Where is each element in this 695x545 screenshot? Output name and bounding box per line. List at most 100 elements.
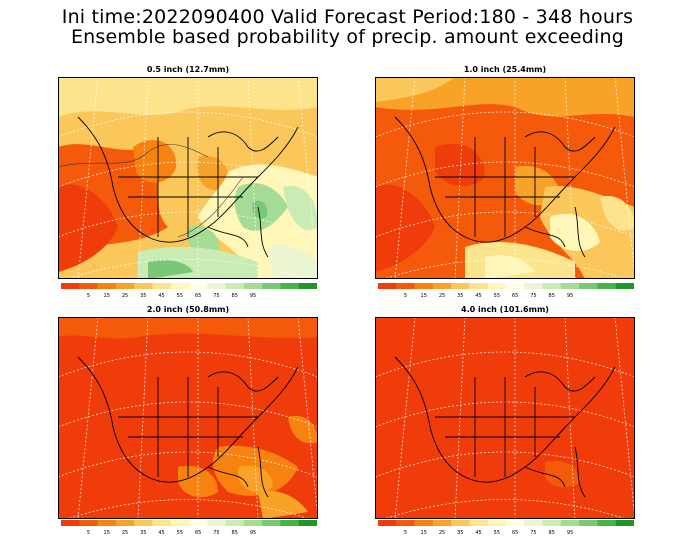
- colorbar-swatch: [170, 283, 190, 289]
- colorbar-swatch: [506, 283, 525, 289]
- colorbar-swatch: [262, 520, 281, 526]
- colorbar-tick-label: 85: [549, 530, 555, 536]
- colorbar-swatch: [79, 283, 98, 289]
- colorbar-tick-label: 45: [158, 293, 164, 299]
- colorbar-tick-label: 75: [530, 293, 536, 299]
- colorbar-swatch: [152, 520, 172, 526]
- colorbar-swatch: [134, 520, 153, 526]
- colorbar-swatch: [524, 283, 543, 289]
- colorbar-swatch: [542, 283, 562, 289]
- colorbar-swatch: [487, 520, 507, 526]
- panel-title: 4.0 inch (101.6mm): [461, 305, 549, 314]
- colorbar-tick-label: 5: [404, 530, 407, 536]
- colorbar-graphic: 5 15 25 35 45 55 65 75 85 95: [378, 283, 634, 299]
- colorbar: 5 15 25 35 45 55 65 75 85 95: [378, 520, 634, 542]
- colorbar-swatch: [524, 520, 543, 526]
- colorbar-tick-label: 85: [232, 293, 238, 299]
- colorbar-swatch: [615, 520, 634, 526]
- colorbar-tick-label: 55: [494, 530, 500, 536]
- title-line-2: Ensemble based probability of precip. am…: [70, 26, 625, 48]
- colorbar-tick-label: 45: [475, 293, 481, 299]
- colorbar-swatch: [378, 520, 397, 526]
- colorbar-tick-label: 35: [140, 530, 146, 536]
- colorbar-swatch: [243, 283, 263, 289]
- colorbar-tick-label: 65: [512, 530, 518, 536]
- colorbar-swatch: [597, 520, 617, 526]
- colorbar-tick-label: 65: [195, 293, 201, 299]
- colorbar-tick-label: 25: [122, 530, 128, 536]
- colorbar-swatch: [189, 283, 208, 289]
- colorbar: 5 15 25 35 45 55 65 75 85 95: [378, 283, 634, 305]
- colorbar-tick-label: 55: [494, 293, 500, 299]
- colorbar-swatch: [61, 283, 80, 289]
- colorbar-swatch: [396, 283, 415, 289]
- colorbar-swatch: [487, 283, 507, 289]
- colorbar-swatch: [414, 283, 434, 289]
- colorbar-swatch: [579, 283, 598, 289]
- colorbar-tick-label: 5: [87, 530, 90, 536]
- colorbar-tick-label: 95: [567, 293, 573, 299]
- colorbar-swatch: [280, 520, 300, 526]
- panel-title: 1.0 inch (25.4mm): [463, 65, 547, 74]
- colorbar-swatch: [469, 520, 489, 526]
- colorbar-tick-label: 5: [87, 293, 90, 299]
- colorbar-swatch: [61, 520, 80, 526]
- colorbar-swatch: [79, 520, 98, 526]
- colorbar-swatch: [560, 520, 580, 526]
- colorbar-tick-label: 35: [457, 530, 463, 536]
- probability-map: [58, 77, 318, 279]
- colorbar-tick-label: 25: [122, 293, 128, 299]
- probability-map: [58, 317, 318, 519]
- colorbar-tick-label: 25: [439, 530, 445, 536]
- colorbar-swatch: [560, 283, 580, 289]
- colorbar-tick-label: 45: [475, 530, 481, 536]
- colorbar-swatch: [451, 520, 470, 526]
- colorbar-swatch: [134, 283, 153, 289]
- colorbar-swatch: [396, 520, 415, 526]
- colorbar-tick-label: 95: [250, 293, 256, 299]
- colorbar-swatch: [615, 283, 634, 289]
- colorbar-swatch: [225, 283, 245, 289]
- colorbar-swatch: [207, 520, 226, 526]
- colorbar: 5 15 25 35 45 55 65 75 85 95: [61, 520, 317, 542]
- colorbar-swatch: [432, 520, 452, 526]
- colorbar-swatch: [451, 283, 470, 289]
- title-line-1: Ini time:2022090400 Valid Forecast Perio…: [61, 6, 634, 28]
- colorbar-swatch: [97, 283, 117, 289]
- colorbar-swatch: [432, 283, 452, 289]
- colorbar-tick-label: 15: [421, 530, 427, 536]
- probability-map: [375, 317, 635, 519]
- colorbar-swatch: [225, 520, 245, 526]
- panel-title: 2.0 inch (50.8mm): [146, 305, 230, 314]
- colorbar-tick-label: 5: [404, 293, 407, 299]
- colorbar-swatch: [280, 283, 300, 289]
- colorbar-swatch: [298, 283, 317, 289]
- colorbar-tick-label: 15: [421, 293, 427, 299]
- colorbar-tick-label: 95: [250, 530, 256, 536]
- colorbar-tick-label: 35: [140, 293, 146, 299]
- colorbar-swatch: [262, 283, 281, 289]
- colorbar-tick-label: 35: [457, 293, 463, 299]
- colorbar-swatch: [298, 520, 317, 526]
- colorbar-tick-label: 85: [549, 293, 555, 299]
- colorbar-tick-label: 55: [177, 293, 183, 299]
- colorbar-swatch: [115, 520, 135, 526]
- colorbar-swatch: [378, 283, 397, 289]
- colorbar-tick-label: 75: [213, 530, 219, 536]
- colorbar-swatch: [97, 520, 117, 526]
- colorbar-graphic: 5 15 25 35 45 55 65 75 85 95: [61, 283, 317, 299]
- colorbar-swatch: [115, 283, 135, 289]
- colorbar-tick-label: 15: [104, 530, 110, 536]
- panel-2.0-inch: 2.0 inch (50.8mm): [58, 305, 318, 519]
- colorbar-swatch: [414, 520, 434, 526]
- colorbar-tick-label: 75: [213, 293, 219, 299]
- colorbar-swatch: [542, 520, 562, 526]
- colorbar-swatch: [152, 283, 172, 289]
- colorbar-swatch: [243, 520, 263, 526]
- probability-map: [375, 77, 635, 279]
- colorbar-tick-label: 75: [530, 530, 536, 536]
- colorbar-graphic: 5 15 25 35 45 55 65 75 85 95: [61, 520, 317, 536]
- colorbar-tick-label: 25: [439, 293, 445, 299]
- colorbar-graphic: 5 15 25 35 45 55 65 75 85 95: [378, 520, 634, 536]
- colorbar-tick-label: 65: [195, 530, 201, 536]
